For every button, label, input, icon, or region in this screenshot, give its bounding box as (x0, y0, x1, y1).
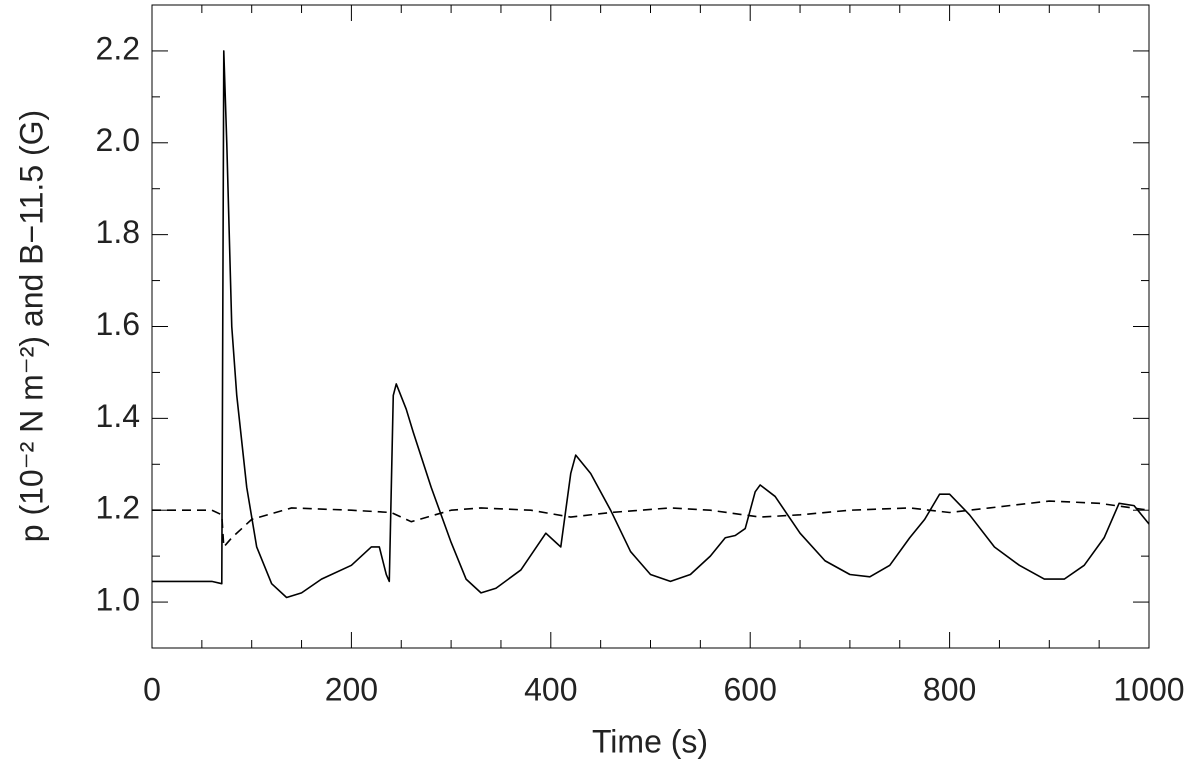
y-tick-label: 1.2 (96, 490, 140, 526)
x-tick-label: 600 (724, 671, 777, 707)
data-line (152, 500, 1150, 548)
data-line (152, 50, 1150, 599)
y-axis-label: p (10⁻² N m⁻²) and B−11.5 (G) (13, 110, 49, 542)
y-tick-label: 1.6 (96, 306, 140, 342)
y-tick-label: 2.2 (96, 30, 140, 66)
y-tick-label: 2.0 (96, 122, 140, 158)
x-axis-label: Time (s) (592, 723, 708, 759)
x-tick-label: 800 (923, 671, 976, 707)
y-tick-label: 1.8 (96, 214, 140, 250)
x-tick-label: 1000 (1113, 671, 1184, 707)
x-tick-label: 400 (524, 671, 577, 707)
x-tick-label: 0 (143, 671, 161, 707)
x-tick-label: 200 (325, 671, 378, 707)
y-tick-label: 1.4 (96, 398, 140, 434)
y-tick-label: 1.0 (96, 582, 140, 618)
